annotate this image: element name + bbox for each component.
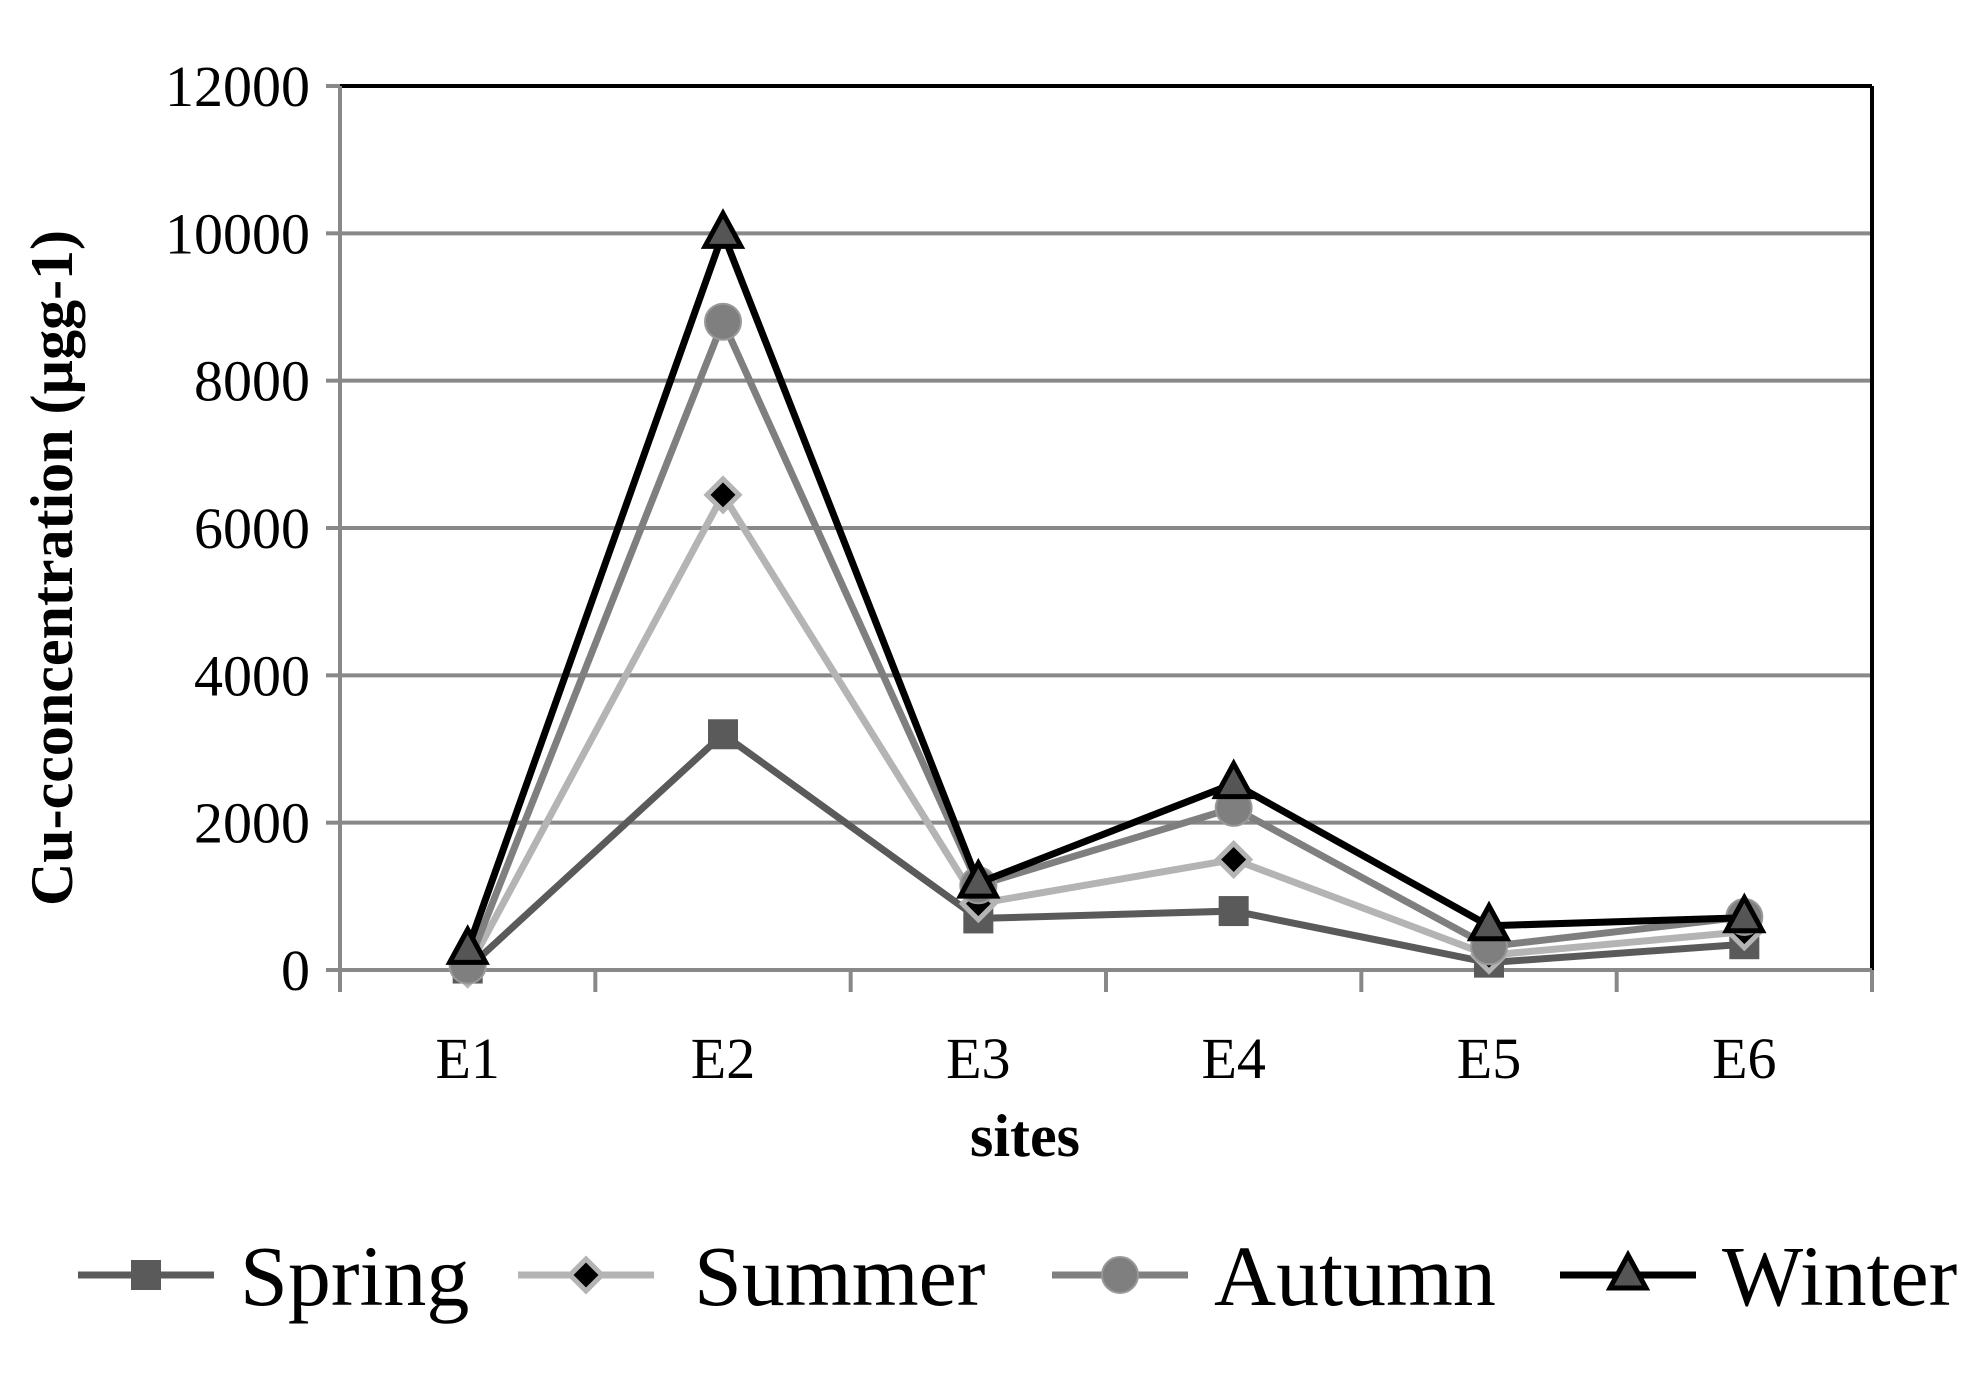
- legend-item-winter: Winter: [1560, 1228, 1957, 1324]
- series-spring: [452, 719, 1760, 984]
- y-tick-label: 12000: [165, 54, 310, 119]
- point-autumn: [1101, 1256, 1139, 1294]
- y-tick-label: 2000: [194, 791, 310, 856]
- x-axis-title: sites: [970, 1103, 1080, 1169]
- series-line-winter: [464, 223, 1745, 951]
- legend-item-spring: Spring: [78, 1228, 469, 1324]
- y-tick-label: 6000: [194, 496, 310, 561]
- point-spring: [1218, 896, 1249, 927]
- legend-label: Autumn: [1214, 1228, 1496, 1324]
- axes: [326, 84, 1874, 992]
- legend: Spring Summer Autumn Winter: [78, 1228, 1957, 1324]
- y-tick-label: 8000: [194, 349, 310, 414]
- point-spring: [708, 719, 738, 750]
- series-line-autumn: [464, 312, 1745, 967]
- point-winter: [1466, 900, 1512, 942]
- legend-label: Winter: [1722, 1228, 1957, 1324]
- point-summer: [566, 1255, 606, 1295]
- point-winter: [445, 924, 490, 965]
- point-summer: [1214, 839, 1254, 880]
- legend-label: Spring: [240, 1228, 469, 1324]
- y-tick-label: 4000: [194, 643, 310, 708]
- series-lines: [445, 208, 1767, 989]
- legend-label: Summer: [694, 1228, 985, 1324]
- series-line-summer: [464, 487, 1745, 971]
- point-winter: [700, 208, 746, 249]
- y-tick-label: 10000: [165, 201, 310, 266]
- y-axis-title: Cu-cconcentration (µgg-1): [19, 230, 85, 906]
- tick-labels: 0 2000 4000 6000 8000 10000 12000 E1 E2 E3 E4 E5 E6: [165, 54, 1777, 1091]
- point-winter: [1605, 1249, 1651, 1291]
- point-winter: [1722, 892, 1767, 934]
- x-tick-label: E6: [1712, 1026, 1776, 1091]
- point-winter: [1211, 758, 1256, 800]
- y-tick-label: 0: [281, 938, 310, 1003]
- legend-item-autumn: Autumn: [1052, 1228, 1496, 1324]
- series-winter: [445, 208, 1767, 965]
- x-tick-label: E1: [435, 1026, 499, 1091]
- point-spring: [131, 1260, 161, 1290]
- x-tick-label: E2: [691, 1026, 755, 1091]
- legend-item-summer: Summer: [518, 1228, 985, 1324]
- series-summer: [448, 475, 1764, 989]
- x-tick-label: E5: [1457, 1026, 1521, 1091]
- series-line-spring: [465, 729, 1745, 972]
- point-winter: [956, 857, 1001, 899]
- x-tick-label: E3: [946, 1026, 1010, 1091]
- x-tick-label: E4: [1201, 1026, 1265, 1091]
- point-autumn: [704, 302, 742, 341]
- point-summer: [703, 475, 743, 515]
